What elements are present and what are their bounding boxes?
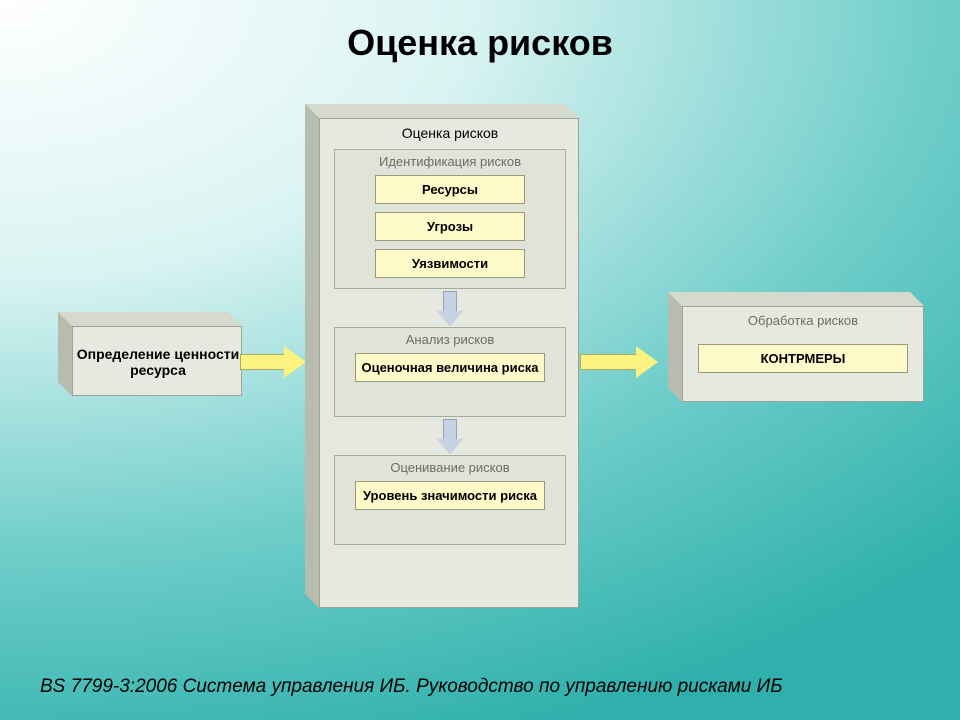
block-risk-treatment: Обработка рисков КОНТРМЕРЫ bbox=[668, 306, 924, 416]
section-risk-identification: Идентификация рисков Ресурсы Угрозы Уязв… bbox=[334, 149, 566, 289]
section-title: Идентификация рисков bbox=[335, 150, 565, 175]
item-vulnerabilities: Уязвимости bbox=[375, 249, 525, 278]
section-risk-analysis: Анализ рисков Оценочная величина риска bbox=[334, 327, 566, 417]
block-3d-top bbox=[58, 312, 242, 326]
section-title: Оценивание рисков bbox=[335, 456, 565, 481]
item-resources: Ресурсы bbox=[375, 175, 525, 204]
section-risk-evaluation: Оценивание рисков Уровень значимости рис… bbox=[334, 455, 566, 545]
block-3d-top bbox=[668, 292, 924, 306]
item-risk-level: Уровень значимости риска bbox=[355, 481, 545, 510]
block-risk-assessment: Оценка рисков Идентификация рисков Ресур… bbox=[305, 118, 579, 622]
item-risk-estimate: Оценочная величина риска bbox=[355, 353, 545, 382]
block-3d-side bbox=[58, 312, 72, 396]
item-countermeasures: КОНТРМЕРЫ bbox=[698, 344, 908, 373]
block-3d-side bbox=[668, 292, 682, 402]
footer-citation: BS 7799-3:2006 Система управления ИБ. Ру… bbox=[40, 676, 783, 698]
block-resource-value: Определение ценности ресурса bbox=[58, 326, 242, 410]
page-title: Оценка рисков bbox=[0, 22, 960, 64]
item-threats: Угрозы bbox=[375, 212, 525, 241]
block-3d-top bbox=[305, 104, 579, 118]
block-risk-assessment-title: Оценка рисков bbox=[320, 125, 580, 141]
block-3d-face: Обработка рисков КОНТРМЕРЫ bbox=[682, 306, 924, 402]
block-3d-side bbox=[305, 104, 319, 608]
block-3d-face: Определение ценности ресурса bbox=[72, 326, 242, 396]
block-3d-face: Оценка рисков Идентификация рисков Ресур… bbox=[319, 118, 579, 608]
section-title: Анализ рисков bbox=[335, 328, 565, 353]
block-risk-treatment-title: Обработка рисков bbox=[683, 307, 923, 334]
block-resource-value-label: Определение ценности ресурса bbox=[73, 327, 243, 397]
